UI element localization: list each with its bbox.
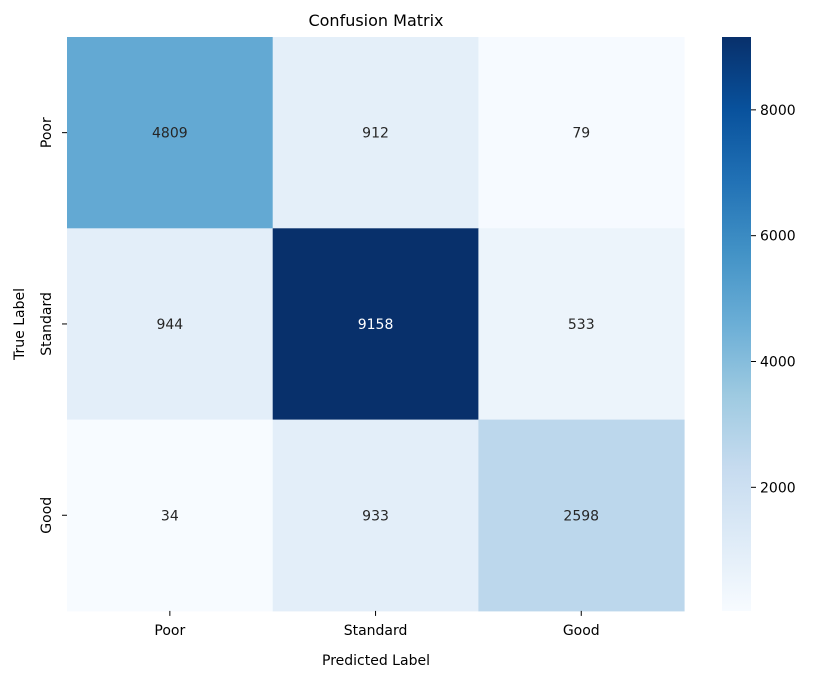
cell-value-label: 912: [362, 126, 389, 142]
heatmap-cell: [272, 419, 479, 612]
chart-title: Confusion Matrix: [308, 11, 443, 30]
heatmap-cell: [478, 419, 685, 612]
heatmap-cell: [478, 37, 685, 229]
cell-value-label: 933: [362, 508, 389, 524]
heatmap-cells: [67, 37, 685, 612]
cell-value-label: 533: [568, 317, 595, 333]
cell-value-label: 944: [156, 317, 183, 333]
y-tick-label: Good: [39, 497, 55, 534]
x-axis-label: Predicted Label: [322, 653, 430, 669]
x-axis: Poor Standard Good: [154, 610, 600, 639]
heatmap-cell: [272, 37, 479, 229]
colorbar: 2000 4000 6000 8000: [722, 37, 796, 611]
y-axis: Poor Standard Good: [39, 117, 67, 534]
heatmap-cell: [67, 419, 274, 612]
heatmap-cell: [272, 228, 479, 421]
cell-value-label: 9158: [358, 317, 394, 333]
x-tick-label: Poor: [154, 623, 185, 639]
colorbar-gradient: [722, 37, 751, 611]
colorbar-tick-label: 6000: [760, 229, 796, 245]
cell-value-label: 34: [161, 508, 179, 524]
cell-value-label: 79: [572, 126, 590, 142]
x-tick-label: Standard: [344, 623, 408, 639]
colorbar-tick-label: 2000: [760, 480, 796, 496]
cell-value-label: 4809: [152, 126, 188, 142]
y-tick-label: Poor: [39, 117, 55, 148]
heatmap-cell: [67, 228, 274, 421]
y-tick-label: Standard: [39, 292, 55, 356]
heatmap-cell: [67, 37, 274, 229]
y-axis-label: True Label: [12, 288, 28, 361]
x-tick-label: Good: [563, 623, 600, 639]
heatmap-cell-labels: 4809 912 79 944 9158 533 34 933 2598: [152, 126, 599, 525]
cell-value-label: 2598: [563, 508, 599, 524]
colorbar-tick-label: 8000: [760, 103, 796, 119]
colorbar-tick-label: 4000: [760, 354, 796, 370]
heatmap-cell: [478, 228, 685, 421]
